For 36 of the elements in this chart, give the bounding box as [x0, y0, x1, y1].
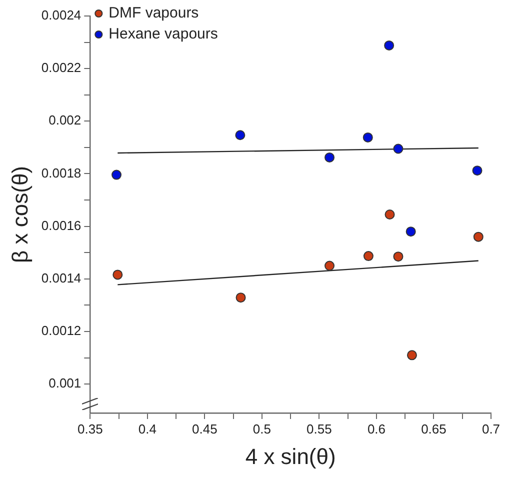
x-tick-label: 0.5	[252, 421, 271, 436]
point	[324, 152, 335, 162]
y-tick-label: 0.0022	[41, 60, 82, 76]
point	[235, 130, 246, 140]
point	[406, 226, 416, 237]
point	[384, 210, 395, 220]
y-tick-label: 0.001	[48, 376, 82, 391]
x-tick-label: 0.4	[138, 421, 156, 436]
point	[384, 40, 394, 50]
x-tick-label: 0.45	[192, 421, 218, 436]
x-tick-label: 0.35	[78, 421, 103, 436]
point	[393, 252, 404, 262]
x-axis-title: 4 x sin(θ)	[245, 444, 336, 469]
point	[112, 270, 123, 280]
point	[393, 144, 404, 154]
y-tick-label: 0.0024	[41, 8, 82, 23]
point	[363, 251, 374, 262]
y-tick-label: 0.0016	[41, 218, 82, 233]
y-tick-label: 0.0018	[41, 165, 82, 180]
y-axis-title: β x cos(θ)	[7, 166, 32, 264]
x-tick-label: 0.65	[421, 421, 446, 436]
point	[236, 292, 246, 303]
point	[406, 350, 417, 360]
legend-label: DMF vapours	[108, 4, 199, 22]
y-tick-label: 0.002	[48, 112, 82, 128]
y-tick-label: 0.0014	[41, 270, 82, 286]
point	[472, 166, 482, 176]
point	[473, 232, 484, 242]
x-tick-label: 0.55	[306, 421, 332, 436]
point	[112, 170, 122, 180]
y-tick-label: 0.0012	[41, 323, 82, 338]
x-tick-label: 0.7	[482, 421, 500, 436]
legend-label: Hexane vapours	[108, 26, 218, 43]
x-tick-label: 0.6	[367, 421, 386, 436]
point	[324, 260, 335, 271]
point	[362, 132, 373, 142]
